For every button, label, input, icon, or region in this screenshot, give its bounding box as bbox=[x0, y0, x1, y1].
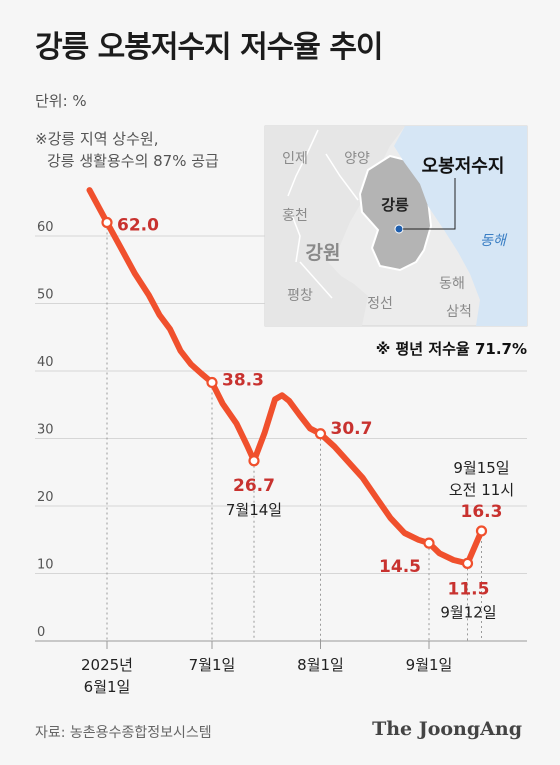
east-sea bbox=[394, 126, 527, 326]
date-annotation: 7월14일 bbox=[226, 501, 282, 519]
y-tick-label: 0 bbox=[37, 625, 45, 640]
map-place-inje: 인제 bbox=[282, 151, 308, 167]
unit-label: 단위: % bbox=[35, 92, 87, 110]
data-point bbox=[475, 525, 488, 537]
y-tick-label: 50 bbox=[37, 288, 54, 303]
reservoir-label: 오봉저수지 bbox=[422, 156, 505, 177]
map-borders bbox=[287, 129, 359, 299]
data-point bbox=[314, 428, 327, 440]
y-tick-label: 30 bbox=[37, 423, 54, 438]
date-annotation: 9월12일 bbox=[440, 603, 496, 621]
map-city-label: 강릉 bbox=[381, 196, 409, 214]
date-annotation: 오전 11시 bbox=[449, 481, 514, 499]
source-note: ※강릉 지역 상수원, 강릉 생활용수의 87% 공급 bbox=[35, 128, 219, 172]
data-point bbox=[101, 216, 113, 229]
marker-group bbox=[101, 216, 488, 569]
map-place-yangyang: 양양 bbox=[344, 151, 370, 167]
series-line-group bbox=[86, 187, 485, 567]
map-place-hongcheon: 홍천 bbox=[282, 208, 308, 224]
brand-logo: The JoongAng bbox=[372, 718, 522, 740]
map-place-pyeongchang: 평창 bbox=[287, 288, 313, 304]
source-credit: 자료: 농촌용수종합정보시스템 bbox=[35, 725, 212, 741]
inset-map: 인제 양양 홍천 강원 평창 정선 동해 삼척 동해 강릉 오봉저수지 bbox=[264, 125, 528, 327]
page-title: 강릉 오봉저수지 저수율 추이 bbox=[35, 30, 384, 65]
data-point bbox=[461, 557, 474, 569]
data-label: 14.5 bbox=[379, 557, 421, 577]
data-label: 16.3 bbox=[461, 502, 503, 522]
x-tick-label: 7월1일 bbox=[189, 656, 236, 674]
date-annotation: 9월15일 bbox=[453, 459, 509, 477]
y-tick-label: 20 bbox=[37, 490, 54, 505]
reservoir-leader-line bbox=[403, 178, 456, 230]
x-tick-label: 9월1일 bbox=[406, 656, 453, 674]
data-label-group: 62.0 38.3 26.7 7월14일 30.7 14.5 11.5 9월12일 16.3 9월… bbox=[117, 216, 514, 622]
map-sea-label: 동해 bbox=[480, 233, 508, 249]
data-point bbox=[206, 376, 218, 389]
map-place-jeongseon: 정선 bbox=[367, 296, 393, 312]
data-point bbox=[248, 455, 260, 467]
series-line bbox=[86, 187, 485, 567]
data-label: 30.7 bbox=[331, 419, 373, 439]
source-note-line-1: ※강릉 지역 상수원, bbox=[35, 130, 159, 148]
y-tick-label: 40 bbox=[37, 355, 54, 370]
map-province-label: 강원 bbox=[306, 242, 341, 264]
map-place-donghae: 동해 bbox=[439, 276, 465, 292]
x-tick-label: 8월1일 bbox=[297, 656, 344, 674]
data-label: 11.5 bbox=[448, 579, 490, 599]
reservoir-marker bbox=[394, 224, 404, 234]
data-label: 38.3 bbox=[222, 370, 264, 390]
data-label: 62.0 bbox=[117, 216, 159, 236]
y-tick-label: 60 bbox=[37, 220, 54, 235]
x-tick-label: 6월1일 bbox=[84, 678, 131, 696]
y-tick-label: 10 bbox=[37, 558, 54, 573]
x-tick-label: 2025년 bbox=[81, 656, 133, 674]
map-place-samcheok: 삼척 bbox=[446, 304, 472, 320]
source-note-line-2: 강릉 생활용수의 87% 공급 bbox=[47, 152, 219, 170]
average-rate-note: ※ 평년 저수율 71.7% bbox=[376, 340, 527, 358]
x-axis: 2025년 6월1일 7월1일 8월1일 9월1일 bbox=[81, 641, 452, 696]
data-label: 26.7 bbox=[233, 476, 275, 496]
data-point bbox=[423, 537, 435, 549]
guide-lines bbox=[106, 222, 482, 641]
